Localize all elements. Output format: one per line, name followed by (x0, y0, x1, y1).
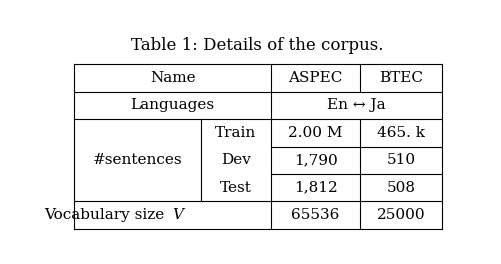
Text: 508: 508 (386, 181, 415, 195)
Text: Test: Test (219, 181, 252, 195)
Text: En ↔ Ja: En ↔ Ja (327, 98, 385, 112)
Text: Table 1: Details of the corpus.: Table 1: Details of the corpus. (131, 37, 383, 54)
Text: Dev: Dev (220, 153, 250, 167)
Text: 2.00 M: 2.00 M (288, 126, 342, 140)
Text: 1,790: 1,790 (293, 153, 337, 167)
Text: 25000: 25000 (376, 208, 425, 222)
Text: #sentences: #sentences (93, 153, 182, 167)
Text: Vocabulary size: Vocabulary size (45, 208, 172, 222)
Text: 465. k: 465. k (376, 126, 424, 140)
Text: BTEC: BTEC (378, 71, 422, 85)
Text: V: V (172, 208, 183, 222)
Text: 1,812: 1,812 (293, 181, 337, 195)
Text: 510: 510 (386, 153, 415, 167)
Text: 65536: 65536 (291, 208, 339, 222)
Text: Languages: Languages (130, 98, 214, 112)
Text: Name: Name (149, 71, 195, 85)
Text: ASPEC: ASPEC (288, 71, 342, 85)
Text: Train: Train (215, 126, 256, 140)
